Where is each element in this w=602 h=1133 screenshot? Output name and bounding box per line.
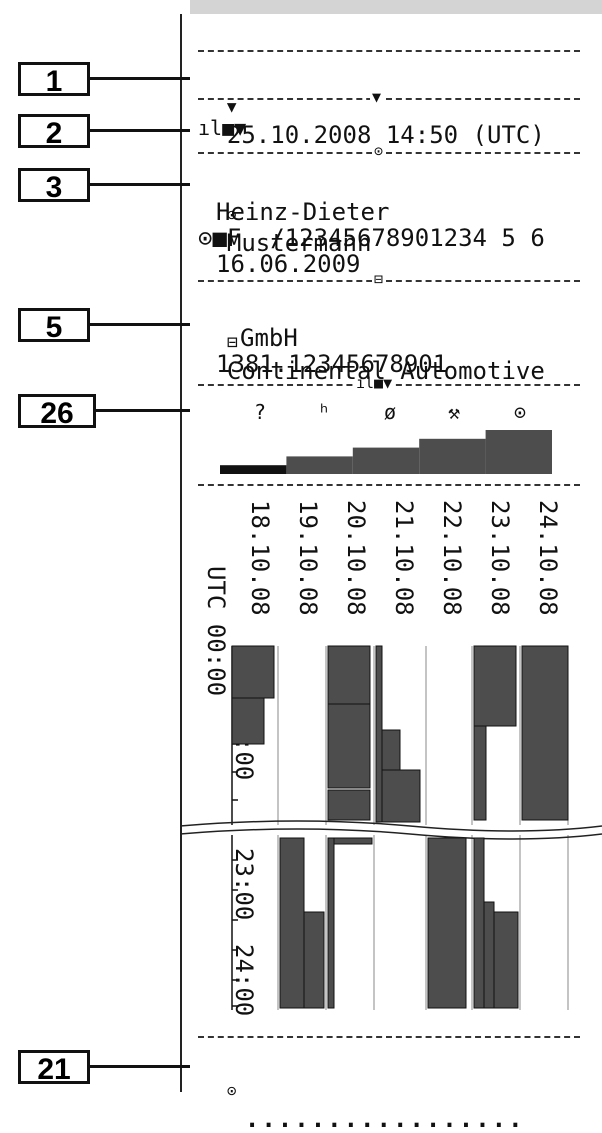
- callout-5: 5: [18, 308, 90, 343]
- separator: [198, 484, 580, 486]
- speed-separator-symbol: ıl■▼: [354, 374, 395, 392]
- callout-21: 21: [18, 1050, 90, 1085]
- rest-icon: ʰ: [318, 400, 331, 424]
- date-column-label: 22.10.08: [438, 500, 466, 616]
- print-date-line: ▼ 25.10.2008 14:50 (UTC): [198, 62, 545, 149]
- manufacturer-name-line2: GmbH: [240, 324, 298, 352]
- callout-26: 26: [18, 394, 96, 429]
- manufacturer-name-line: ⊟ Continental Automotive: [198, 298, 545, 385]
- date-column-label: 20.10.08: [342, 500, 370, 616]
- callout-1-leader: [90, 77, 190, 80]
- driver-icon: ⊙: [226, 205, 237, 224]
- driver-surname-line: ⊙ Mustermann: [198, 170, 372, 257]
- driver-card-number: ⊙■F /12345678901234 5 6: [198, 224, 545, 252]
- date-separator-symbol: ▼: [370, 88, 384, 106]
- card-expiry-date: 16.06.2009: [216, 250, 361, 278]
- date-column-label: 19.10.08: [294, 500, 322, 616]
- manufacturer-separator-symbol: ⊟: [372, 270, 386, 288]
- date-column-label: 23.10.08: [486, 500, 514, 616]
- activity-timeline: [180, 645, 602, 1010]
- activity-step-chart: [220, 430, 552, 474]
- callout-3-leader: [90, 183, 190, 186]
- signature-line: ⊙ .................: [198, 1046, 525, 1133]
- vehicle-unit-id: 1381.12345678901: [216, 350, 448, 378]
- driver-signature-icon: ⊙: [226, 1081, 237, 1100]
- separator: [198, 98, 580, 100]
- step-bar-2: [352, 447, 420, 474]
- paper-top-edge: [190, 0, 602, 14]
- separator: [198, 280, 580, 282]
- date-column-label: 24.10.08: [534, 500, 562, 616]
- activity-icon-row: ? ʰ ø ⚒ ⊙: [220, 400, 560, 430]
- printout-type-symbol: ıl■▼: [198, 116, 247, 140]
- callout-26-leader: [96, 409, 190, 412]
- callout-2: 2: [18, 114, 90, 149]
- callout-3: 3: [18, 168, 90, 203]
- paper-left-edge: [180, 14, 182, 1092]
- callout-2-leader: [90, 129, 190, 132]
- vehicle-unit-icon: ⊟: [226, 332, 238, 353]
- callout-21-leader: [90, 1065, 190, 1068]
- callout-5-leader: [90, 323, 190, 326]
- step-bar-3: [419, 438, 486, 474]
- work-icon: ⚒: [448, 400, 461, 424]
- driver-first-name: Heinz-Dieter: [216, 198, 390, 226]
- step-bar-0: [220, 465, 287, 474]
- availability-icon: ø: [384, 400, 397, 424]
- callout-1: 1: [18, 62, 90, 97]
- down-triangle-icon: ▼: [226, 97, 237, 116]
- print-date: 25.10.2008 14:50 (UTC): [226, 121, 545, 149]
- unknown-activity-icon: ?: [254, 400, 267, 424]
- step-bar-1: [286, 456, 353, 474]
- signature-dots: .................: [244, 1105, 525, 1133]
- driver-surname: Mustermann: [226, 229, 372, 257]
- step-bar-4: [485, 430, 552, 474]
- driving-icon: ⊙: [514, 400, 527, 424]
- separator: [198, 50, 580, 52]
- date-column-label: 21.10.08: [390, 500, 418, 616]
- manufacturer-name: Continental Automotive: [226, 357, 545, 385]
- date-column-label: 18.10.08: [246, 500, 274, 616]
- separator: [198, 1036, 580, 1038]
- driver-separator-symbol: ⊙: [372, 142, 386, 160]
- separator: [198, 152, 580, 154]
